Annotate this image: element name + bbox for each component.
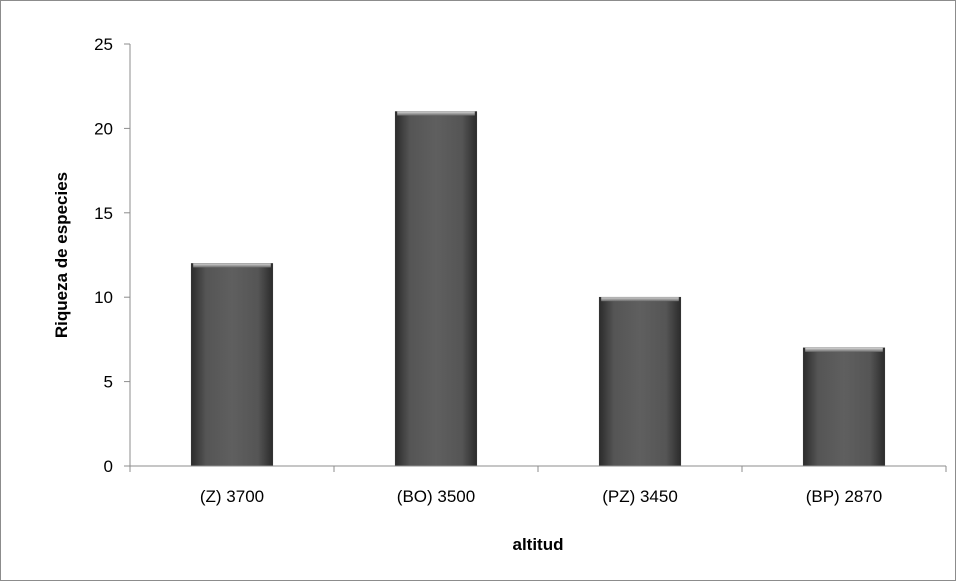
bar [598, 296, 682, 467]
x-tick-label: (Z) 3700 [200, 487, 264, 506]
y-tick-label: 15 [94, 204, 113, 223]
y-tick-label: 0 [104, 457, 113, 476]
y-axis-title: Riqueza de especies [52, 172, 71, 338]
x-tick-label: (BO) 3500 [397, 487, 475, 506]
y-tick-label: 10 [94, 288, 113, 307]
y-axis-ticks: 0 5 10 15 20 25 [94, 35, 130, 476]
bars [190, 111, 886, 467]
bar [190, 263, 274, 467]
y-tick-label: 20 [94, 119, 113, 138]
y-tick-label: 25 [94, 35, 113, 54]
bar [802, 347, 886, 467]
x-axis-ticks: (Z) 3700 (BO) 3500 (PZ) 3450 (BP) 2870 [129, 466, 947, 506]
bar [394, 111, 478, 467]
x-axis-title: altitud [513, 535, 564, 554]
y-tick-label: 5 [104, 373, 113, 392]
x-tick-label: (PZ) 3450 [602, 487, 678, 506]
x-tick-label: (BP) 2870 [806, 487, 883, 506]
